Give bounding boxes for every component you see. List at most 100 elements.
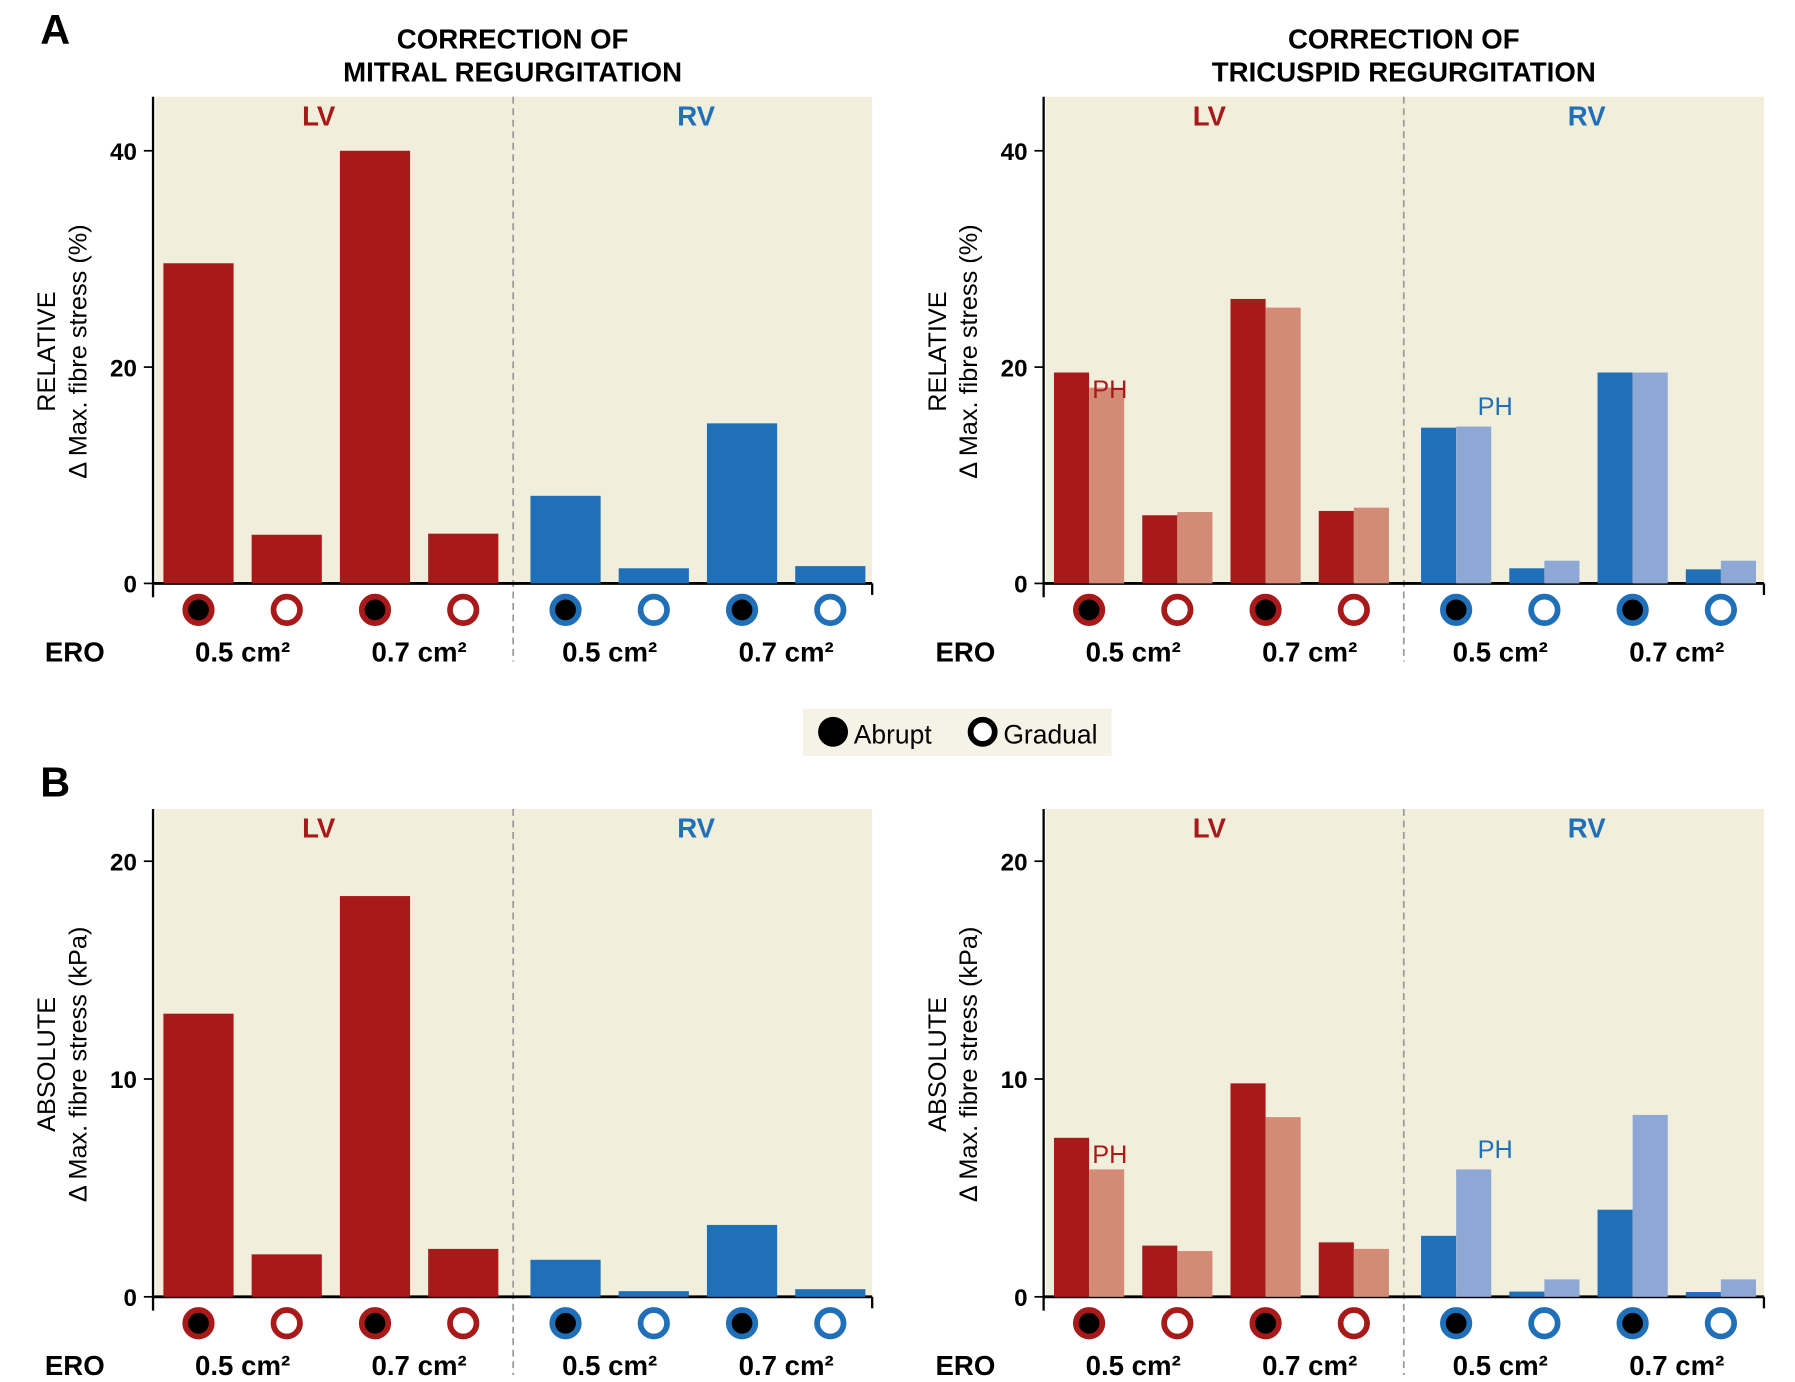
bar-baseline-4 (1318, 510, 1354, 584)
bar-ph-8 (1720, 560, 1756, 584)
bar-baseline-6 (1509, 568, 1545, 584)
y-tick-label: 40 (110, 139, 137, 166)
section-label-rv: RV (1568, 100, 1606, 131)
legend-background (803, 708, 1112, 757)
bar-baseline-1 (163, 1013, 234, 1297)
abrupt-marker-icon (1440, 593, 1473, 626)
y-tick-label: 20 (110, 355, 137, 382)
bar-ph-1 (1089, 387, 1125, 584)
bar-baseline-4 (1318, 1242, 1354, 1297)
chart-title: CORRECTION OF (397, 23, 629, 54)
gradual-marker-icon (967, 716, 998, 747)
ero-label: ERO (935, 1350, 995, 1381)
y-axis-label: ABSOLUTE (924, 997, 952, 1132)
chart-panel-B-tricuspid: ABSOLUTE Δ Max. fibre stress (kPa) 0 10 20 LV… (924, 808, 1766, 1381)
gradual-marker-icon (637, 1307, 670, 1340)
ero-size-label: 0.5 cm² (195, 1350, 290, 1381)
section-label-rv: RV (677, 813, 715, 844)
abrupt-marker-icon (549, 1307, 582, 1340)
section-label-lv: LV (1193, 100, 1227, 131)
bar-baseline-5 (530, 1259, 601, 1297)
ph-label: PH (1478, 393, 1513, 421)
bar-ph-6 (1544, 560, 1580, 584)
gradual-marker-icon (1161, 1307, 1194, 1340)
abrupt-marker-icon (1616, 593, 1649, 626)
gradual-marker-icon (814, 1307, 847, 1340)
bar-baseline-3 (1230, 1083, 1266, 1297)
bar-ph-4 (1353, 1248, 1389, 1297)
ero-size-label: 0.5 cm² (1086, 637, 1181, 668)
bar-baseline-1 (1053, 372, 1090, 584)
gradual-marker-icon (1704, 593, 1738, 626)
bar-baseline-4 (428, 533, 499, 584)
ero-size-label: 0.7 cm² (739, 637, 834, 668)
bar-baseline-3 (339, 150, 411, 584)
ero-label: ERO (45, 1350, 105, 1381)
y-tick-label: 10 (110, 1067, 137, 1094)
gradual-marker-icon (270, 1307, 303, 1340)
ero-label: ERO (45, 637, 105, 668)
abrupt-marker-icon (549, 593, 582, 626)
bar-baseline-6 (618, 1291, 689, 1297)
bar-baseline-6 (618, 568, 689, 584)
gradual-marker-icon (1161, 593, 1194, 626)
gradual-marker-icon (637, 593, 670, 626)
ero-size-label: 0.7 cm² (1629, 637, 1724, 668)
y-tick-label: 0 (123, 572, 136, 599)
legend-gradual: Gradual (1003, 719, 1097, 749)
chart-title: TRICUSPID REGURGITATION (1212, 57, 1596, 88)
y-axis-label: Δ Max. fibre stress (kPa) (64, 927, 92, 1203)
abrupt-marker-icon (358, 593, 392, 626)
bar-ph-5 (1456, 1169, 1492, 1297)
ero-size-label: 0.5 cm² (195, 637, 290, 668)
bar-baseline-7 (1597, 372, 1633, 584)
chart-panel-B-mitral: B ABSOLUTE Δ Max. fibre stress (kPa) 0 10 20 L… (33, 759, 874, 1381)
bar-baseline-8 (795, 1289, 866, 1297)
ero-size-label: 0.5 cm² (562, 1350, 657, 1381)
bar-ph-4 (1353, 507, 1389, 584)
abrupt-marker-icon (725, 1307, 759, 1340)
y-axis-label: ABSOLUTE (33, 997, 61, 1132)
bar-ph-8 (1720, 1279, 1756, 1297)
y-tick-label: 20 (110, 849, 137, 876)
ero-size-label: 0.5 cm² (1453, 1350, 1548, 1381)
bar-baseline-7 (706, 423, 778, 584)
bar-baseline-3 (1230, 298, 1266, 584)
bar-baseline-2 (1142, 1245, 1178, 1297)
bar-ph-3 (1265, 307, 1301, 584)
chart-title: CORRECTION OF (1288, 23, 1520, 54)
y-tick-label: 40 (1001, 139, 1028, 166)
y-axis-label: Δ Max. fibre stress (%) (64, 224, 92, 478)
abrupt-marker-icon (818, 716, 849, 747)
bar-baseline-1 (1053, 1137, 1090, 1297)
ero-size-label: 0.7 cm² (1262, 1350, 1357, 1381)
gradual-marker-icon (1337, 593, 1370, 626)
y-tick-label: 0 (1014, 1285, 1027, 1312)
y-tick-label: 0 (123, 1285, 136, 1312)
bar-ph-2 (1177, 1251, 1213, 1297)
bar-ph-7 (1632, 1114, 1668, 1297)
ero-size-label: 0.7 cm² (1262, 637, 1357, 668)
y-tick-label: 0 (1014, 572, 1027, 599)
section-label-rv: RV (1568, 813, 1606, 844)
gradual-marker-icon (1528, 593, 1561, 626)
gradual-marker-icon (1704, 1307, 1738, 1340)
chart-title: MITRAL REGURGITATION (343, 57, 682, 88)
bar-ph-5 (1456, 426, 1492, 584)
abrupt-marker-icon (1616, 1307, 1649, 1340)
abrupt-marker-icon (358, 1307, 392, 1340)
bar-ph-3 (1265, 1117, 1301, 1297)
ero-size-label: 0.5 cm² (1453, 637, 1548, 668)
section-label-lv: LV (1193, 813, 1227, 844)
y-axis-label: Δ Max. fibre stress (kPa) (955, 927, 983, 1203)
bar-baseline-2 (251, 1254, 322, 1297)
bar-baseline-7 (706, 1224, 778, 1297)
ero-size-label: 0.7 cm² (372, 637, 467, 668)
panel-letter: B (40, 759, 70, 805)
gradual-marker-icon (447, 1307, 480, 1340)
ph-label: PH (1478, 1136, 1513, 1164)
bar-baseline-7 (1597, 1209, 1633, 1297)
ero-label: ERO (935, 637, 995, 668)
